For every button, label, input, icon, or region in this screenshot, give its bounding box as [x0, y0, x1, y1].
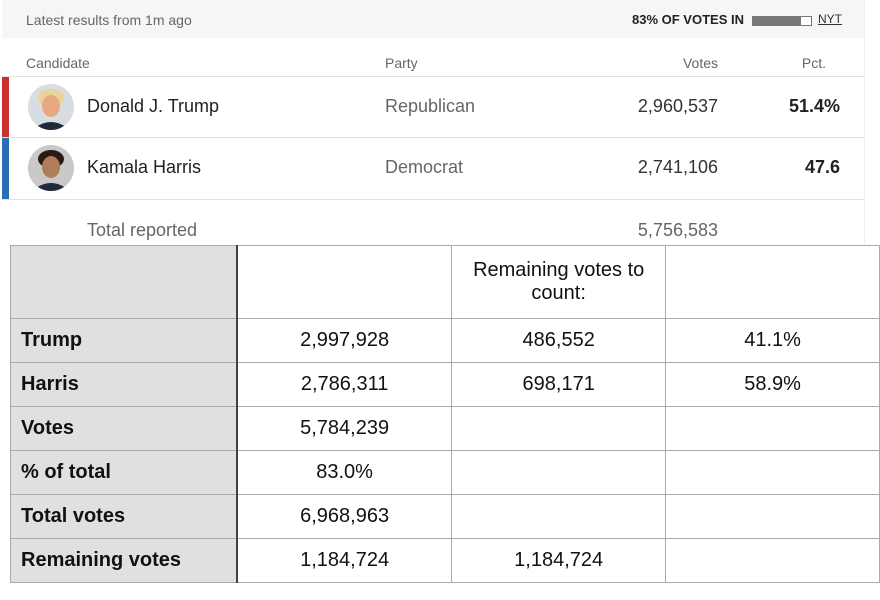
cell [665, 450, 880, 495]
header-row: Remaining votes to count: [10, 245, 880, 319]
cell [665, 538, 880, 583]
col-header: Pct. [801, 55, 826, 71]
party-stripe [2, 77, 9, 138]
candidate-row: Kamala Harris Democrat 2,741,106 47.6 [2, 137, 864, 199]
progress-fill [753, 17, 802, 25]
table-row: Remaining votes 1,184,724 1,184,724 [10, 538, 880, 583]
table-row: Total votes 6,968,963 [10, 494, 880, 539]
pct: 51.4% [788, 96, 840, 116]
party: Republican [385, 96, 476, 116]
table-row: Harris 2,786,311 698,171 58.9% [10, 362, 880, 407]
cell [451, 494, 667, 539]
col-header: Candidate [26, 55, 90, 71]
cell: Votes [10, 406, 239, 451]
status: Latest results from 1m ago [26, 12, 192, 28]
cell: 1,184,724 [451, 538, 667, 583]
pct: 47.6 [804, 157, 840, 177]
avatar [28, 145, 74, 191]
cell: 83.0% [236, 450, 453, 495]
status-bar: Latest results from 1m ago 83% OF VOTES … [2, 0, 864, 38]
cell: Harris [10, 362, 239, 407]
source[interactable]: NYT [818, 12, 842, 26]
avatar-art [28, 84, 74, 130]
cell: 6,968,963 [236, 494, 453, 539]
votes: 2,960,537 [637, 96, 718, 116]
header-cell [236, 245, 453, 319]
cell: 2,997,928 [236, 318, 453, 363]
header-cell [10, 245, 239, 319]
cell: 1,184,724 [236, 538, 453, 583]
results-widget: Latest results from 1m ago 83% OF VOTES … [2, 0, 865, 245]
total-label: Total reported [87, 220, 198, 240]
party-stripe [2, 138, 9, 199]
cell: 698,171 [451, 362, 667, 407]
avatar [28, 84, 74, 130]
col-header: Votes [682, 55, 718, 71]
header-cell: Remaining votes to count: [451, 245, 667, 319]
cell: Total votes [10, 494, 239, 539]
cell: % of total [10, 450, 239, 495]
cell: Trump [10, 318, 239, 363]
candidate-name: Kamala Harris [87, 157, 202, 177]
votes-in: 83% OF VOTES IN [632, 12, 744, 27]
cell [665, 406, 880, 451]
cell: Remaining votes [10, 538, 239, 583]
cell [451, 450, 667, 495]
progress-track [752, 16, 812, 26]
cell: 2,786,311 [236, 362, 453, 407]
candidate-name: Donald J. Trump [87, 96, 220, 116]
cell: 5,784,239 [236, 406, 453, 451]
spreadsheet: Remaining votes to count: Trump 2,997,928 4… [10, 245, 880, 583]
col-header: Party [385, 55, 418, 71]
table-row: Trump 2,997,928 486,552 41.1% [10, 318, 880, 363]
header-cell [665, 245, 880, 319]
table-row: % of total 83.0% [10, 450, 880, 495]
total-row: Total reported 5,756,583 [2, 199, 864, 261]
votes: 2,741,106 [637, 157, 718, 177]
cell: 58.9% [665, 362, 880, 407]
cell: 41.1% [665, 318, 880, 363]
cell [451, 406, 667, 451]
avatar-art [28, 145, 74, 191]
cell: 486,552 [451, 318, 667, 363]
candidate-row: Donald J. Trump Republican 2,960,537 51.4% [2, 76, 864, 138]
table-row: Votes 5,784,239 [10, 406, 880, 451]
total-votes: 5,756,583 [637, 220, 718, 240]
cell [665, 494, 880, 539]
party: Democrat [385, 157, 464, 177]
